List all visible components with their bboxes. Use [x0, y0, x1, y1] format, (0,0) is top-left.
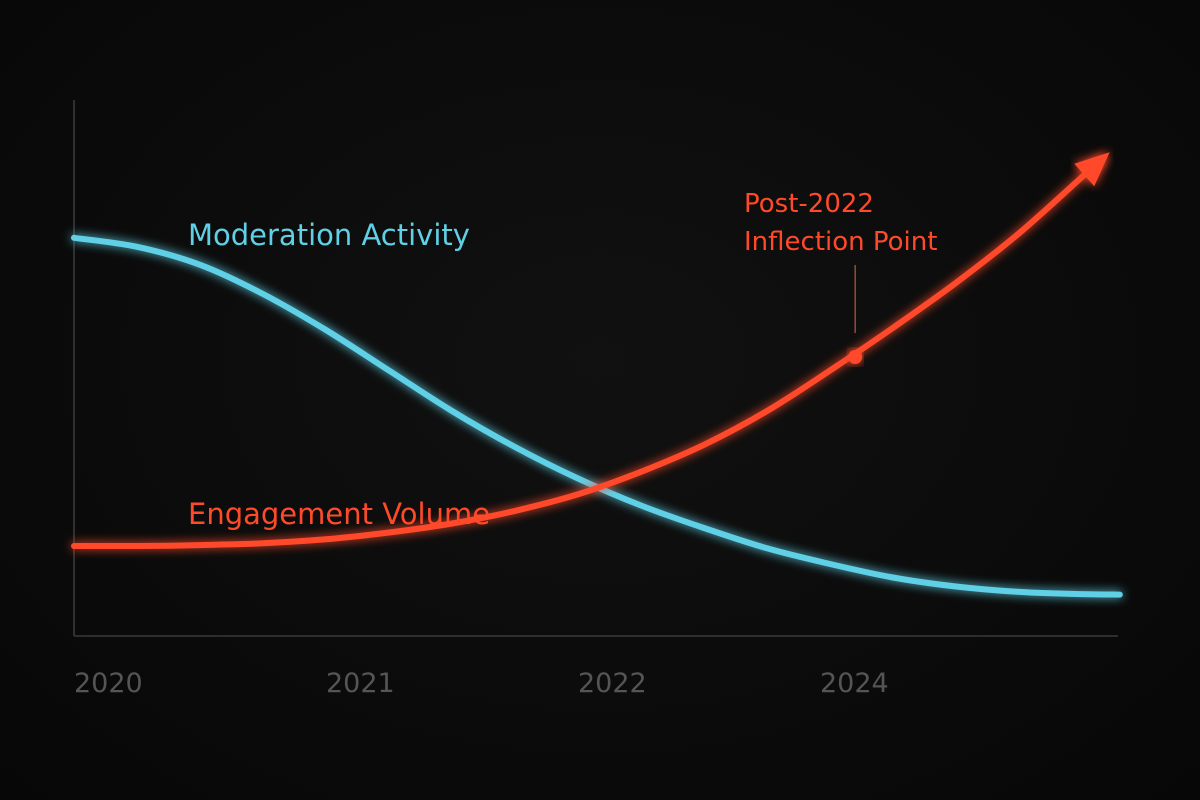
x-tick-label: 2024 [820, 668, 889, 699]
series-label-moderation-activity: Moderation Activity [188, 218, 470, 252]
x-tick-label: 2021 [326, 668, 395, 699]
annotation-layer [848, 265, 863, 364]
series-arrowhead [1074, 152, 1110, 187]
x-tick-label: 2020 [74, 668, 143, 699]
annotation-marker [848, 350, 863, 364]
annotation-label-line-2: Inflection Point [744, 227, 937, 257]
series-line-moderation-activity [71, 234, 1123, 598]
x-tick-label: 2022 [578, 668, 647, 699]
series-layer [71, 152, 1123, 598]
annotation-label-line-1: Post-2022 [744, 189, 874, 219]
series-label-engagement-volume: Engagement Volume [188, 497, 490, 531]
series-line-engagement-volume [71, 156, 1106, 550]
x-tick-labels: 2020 2021 2022 2024 [74, 668, 889, 699]
